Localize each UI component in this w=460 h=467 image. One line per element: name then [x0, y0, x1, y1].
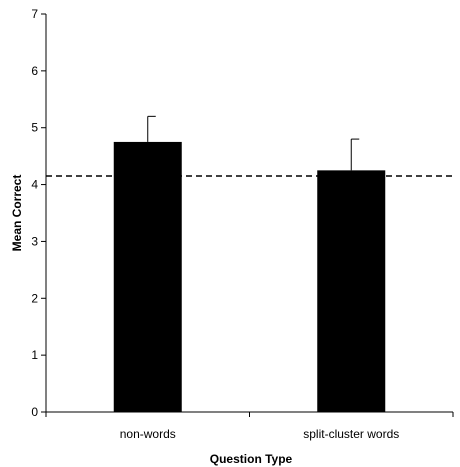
y-tick-label: 4	[31, 178, 38, 192]
x-category-label: non-words	[120, 427, 176, 441]
y-axis-ticks: 0 1 2 3 4 5 6 7	[31, 7, 46, 419]
x-axis-title: Question Type	[210, 452, 293, 466]
x-axis-categories: non-words split-cluster words	[45, 412, 454, 441]
y-tick-label: 2	[31, 291, 38, 305]
y-tick-label: 7	[31, 7, 38, 21]
x-category-label: split-cluster words	[303, 427, 399, 441]
error-bars-group	[147, 115, 360, 171]
y-tick-label: 5	[31, 121, 38, 135]
bar	[317, 170, 386, 412]
bars-group	[113, 141, 386, 412]
y-tick-label: 6	[31, 64, 38, 78]
bar	[113, 141, 182, 412]
y-tick-label: 3	[31, 234, 38, 248]
y-axis-title: Mean Correct	[10, 175, 24, 252]
y-tick-label: 0	[31, 405, 38, 419]
y-tick-label: 1	[31, 348, 38, 362]
